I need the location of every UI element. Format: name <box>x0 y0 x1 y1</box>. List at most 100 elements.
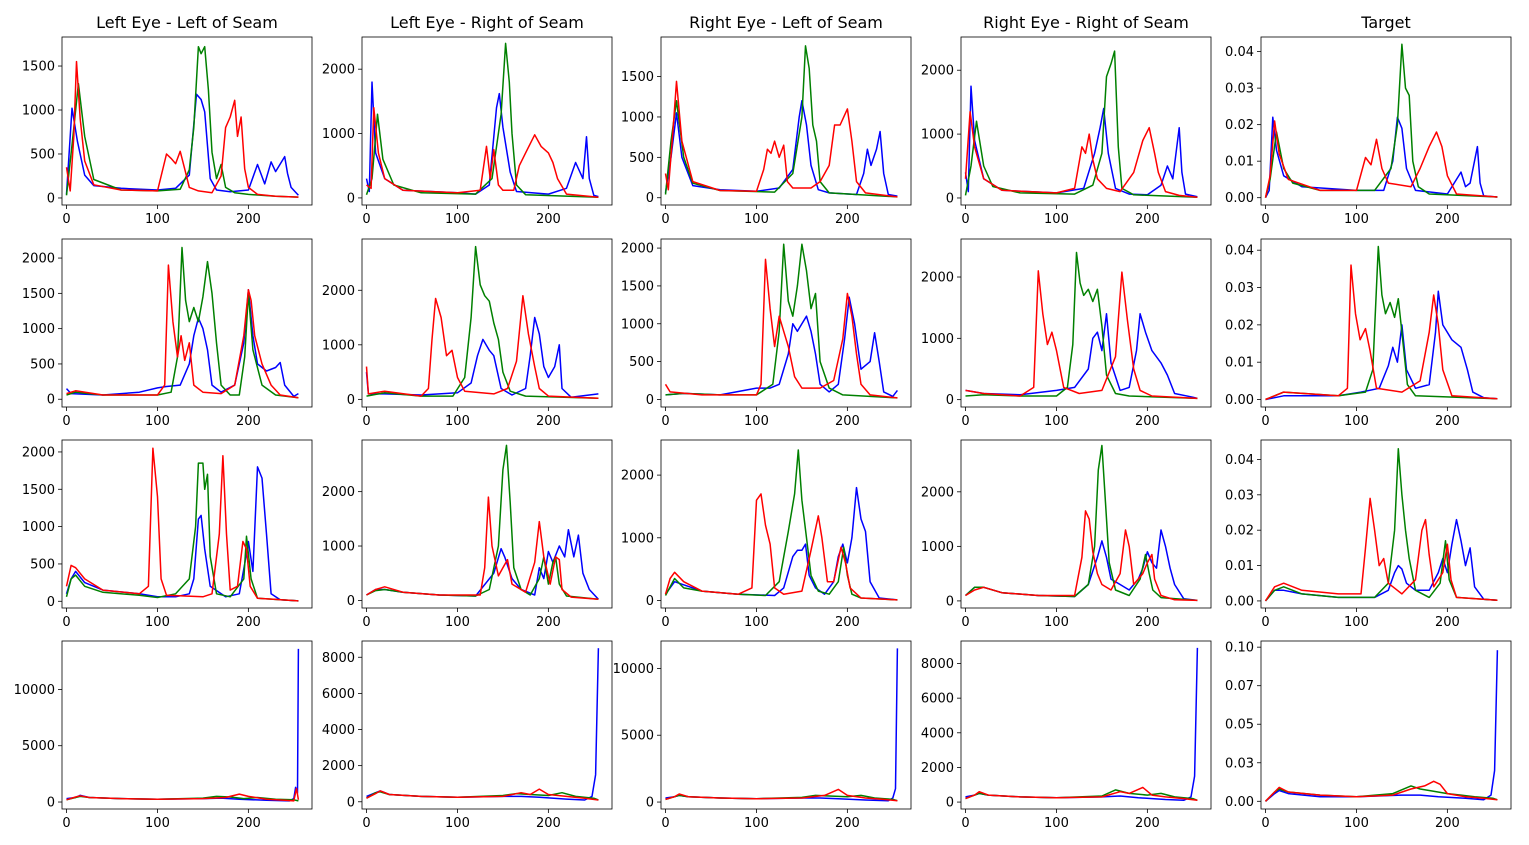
y-tick-label: 0 <box>347 191 355 206</box>
y-tick-label: 1000 <box>22 520 55 535</box>
series-line-green <box>65 45 299 198</box>
series-line-blue <box>65 289 299 398</box>
y-tick-label: 1000 <box>921 128 954 143</box>
y-tick-label: 500 <box>629 151 654 166</box>
x-tick-label: 200 <box>835 414 860 429</box>
axes-frame <box>1260 238 1512 408</box>
subplot-r2c4: 0 100 200 0.00 0.01 0.02 0.03 0.04 <box>1225 439 1512 630</box>
series-line-blue <box>965 313 1198 400</box>
x-tick-label: 100 <box>145 816 170 831</box>
series-line-green <box>366 245 599 400</box>
series-line-blue <box>66 648 300 802</box>
series-line-green <box>1264 43 1498 198</box>
x-tick-label: 100 <box>1344 816 1369 831</box>
axes-frame <box>61 238 313 408</box>
y-tick-label: 6000 <box>921 692 954 707</box>
y-tick-label: 0.02 <box>1225 318 1254 333</box>
y-tick-label: 8000 <box>322 651 355 666</box>
x-tick-label: 0 <box>62 414 70 429</box>
y-tick-label: 0.04 <box>1225 244 1254 259</box>
y-tick-label: 0.01 <box>1225 155 1254 170</box>
y-tick-label: 0 <box>946 191 954 206</box>
y-tick-label: 500 <box>30 147 55 162</box>
y-tick-label: 0.02 <box>1225 524 1254 539</box>
y-tick-label: 500 <box>30 557 55 572</box>
y-tick-label: 1500 <box>621 279 654 294</box>
series-line-red <box>664 258 898 399</box>
y-tick-label: 5000 <box>621 729 654 744</box>
series-line-blue <box>965 647 1199 802</box>
series-line-red <box>365 294 599 400</box>
y-tick-label: 1000 <box>322 127 355 142</box>
x-tick-label: 0 <box>362 816 370 831</box>
x-tick-label: 100 <box>445 212 470 227</box>
series-line-green <box>665 794 898 802</box>
x-tick-label: 100 <box>744 212 769 227</box>
series-line-green <box>65 462 299 602</box>
subplot-title: Right Eye - Right of Seam <box>983 13 1189 32</box>
y-tick-label: 0 <box>646 594 654 609</box>
y-tick-label: 0.03 <box>1225 488 1254 503</box>
axes-frame <box>61 439 313 609</box>
series-line-green <box>965 251 1198 400</box>
series-line-blue <box>964 85 1198 198</box>
x-tick-label: 0 <box>961 414 969 429</box>
axes-frame <box>61 640 313 810</box>
y-tick-label: 0 <box>646 393 654 408</box>
y-tick-label: 0 <box>47 796 55 811</box>
axes-frame <box>960 36 1212 206</box>
axes-frame <box>1260 36 1512 206</box>
subplot-r3c4: 0 100 200 0.00 0.03 0.05 0.07 0.10 <box>1225 640 1512 831</box>
y-tick-label: 2000 <box>621 469 654 484</box>
x-tick-label: 100 <box>145 414 170 429</box>
axes-frame <box>960 238 1212 408</box>
axes-frame <box>361 640 613 810</box>
y-tick-label: 0.05 <box>1225 718 1254 733</box>
x-tick-label: 200 <box>1135 212 1160 227</box>
subplot-r0c2: Right Eye - Left of Seam 0 100 200 0 500 1000 1… <box>621 13 912 227</box>
x-tick-label: 100 <box>1044 615 1069 630</box>
subplot-title: Left Eye - Right of Seam <box>390 13 584 32</box>
x-tick-label: 0 <box>62 816 70 831</box>
x-tick-label: 0 <box>661 414 669 429</box>
x-tick-label: 100 <box>445 414 470 429</box>
x-tick-label: 100 <box>445 816 470 831</box>
series-line-blue <box>1265 650 1499 802</box>
y-tick-label: 2000 <box>22 445 55 460</box>
axes-frame <box>1260 439 1512 609</box>
x-tick-label: 200 <box>536 816 561 831</box>
x-tick-label: 0 <box>1261 816 1269 831</box>
x-tick-label: 200 <box>1435 816 1460 831</box>
y-tick-label: 1000 <box>921 540 954 555</box>
x-tick-label: 0 <box>1261 615 1269 630</box>
y-tick-label: 4000 <box>322 723 355 738</box>
y-tick-label: 500 <box>629 355 654 370</box>
series-line-green <box>964 444 1198 602</box>
x-tick-label: 200 <box>1135 414 1160 429</box>
x-tick-label: 0 <box>62 212 70 227</box>
x-tick-label: 100 <box>1044 816 1069 831</box>
y-tick-label: 1500 <box>22 60 55 75</box>
y-tick-label: 2000 <box>921 64 954 79</box>
x-tick-label: 200 <box>1135 816 1160 831</box>
subplot-r3c2: 0 100 200 0 5000 10000 <box>613 640 912 831</box>
series-line-green <box>1264 785 1498 802</box>
y-tick-label: 0.00 <box>1225 191 1254 206</box>
y-tick-label: 0.01 <box>1225 356 1254 371</box>
series-line-blue <box>1264 518 1498 602</box>
y-tick-label: 4000 <box>921 726 954 741</box>
x-tick-label: 200 <box>1435 414 1460 429</box>
axes-frame <box>660 439 912 609</box>
y-tick-label: 0.03 <box>1225 281 1254 296</box>
series-line-blue <box>665 648 899 802</box>
series-line-blue <box>366 528 599 600</box>
y-tick-label: 2000 <box>322 284 355 299</box>
y-tick-label: 1000 <box>322 540 355 555</box>
y-tick-label: 0 <box>347 594 355 609</box>
y-tick-label: 10000 <box>14 683 55 698</box>
y-tick-label: 1000 <box>921 332 954 347</box>
x-tick-label: 0 <box>362 414 370 429</box>
